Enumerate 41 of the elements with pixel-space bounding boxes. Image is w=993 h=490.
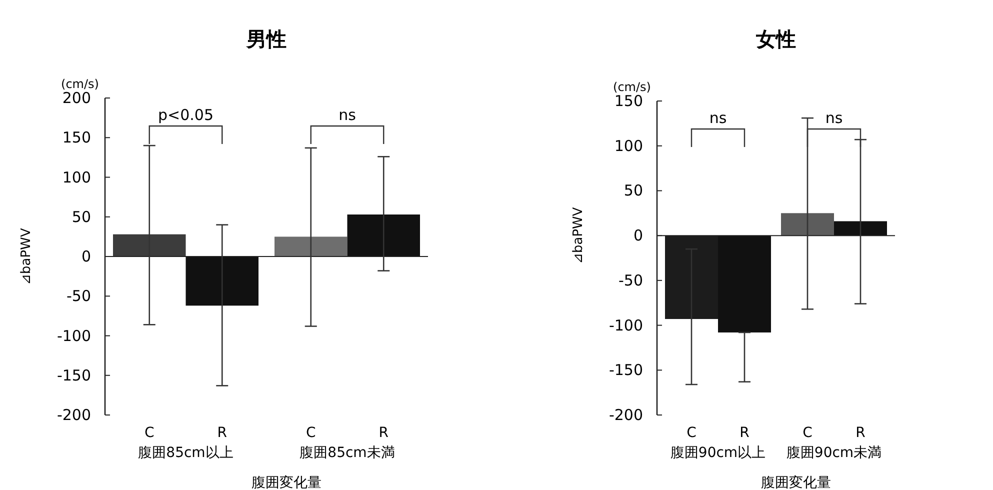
- y-tick-label: -50: [66, 287, 91, 306]
- y-tick-label: 0: [81, 248, 91, 266]
- y-tick-label: 0: [633, 226, 643, 245]
- y-tick-label: -150: [56, 366, 91, 384]
- x-tick-label: C: [306, 425, 316, 441]
- x-tick-label: R: [856, 425, 866, 441]
- annotation: p<0.05: [158, 106, 214, 124]
- x-tick-label: C: [686, 425, 697, 441]
- y-tick-label: -200: [56, 406, 91, 424]
- x-tick-label: C: [802, 425, 813, 441]
- annotation: ns: [338, 106, 356, 124]
- text: (cm/s): [613, 80, 651, 94]
- text: 腹囲85cm未満: [300, 445, 395, 461]
- y-tick-label: 150: [62, 128, 91, 147]
- y-axis-title: ⊿baPWV: [571, 207, 586, 264]
- x-axis-title: 腹囲変化量: [761, 475, 831, 490]
- y-tick-label: 100: [62, 168, 91, 186]
- y-tick-label: -100: [56, 326, 91, 345]
- y-tick-label: 100: [614, 136, 643, 155]
- text: 腹囲85cm以上: [138, 445, 234, 461]
- x-tick-label: R: [217, 425, 228, 441]
- text: 腹囲90cm未満: [786, 445, 882, 461]
- y-tick-label: 150: [614, 92, 643, 110]
- x-axis-title: 腹囲変化量: [252, 475, 322, 490]
- y-tick-label: -50: [618, 271, 643, 290]
- y-axis-title: ⊿baPWV: [19, 228, 34, 285]
- x-tick-label: R: [740, 425, 750, 441]
- y-tick-label: -200: [608, 406, 643, 424]
- x-tick-label: R: [378, 425, 389, 441]
- text: (cm/s): [61, 77, 99, 91]
- annotation: ns: [825, 109, 843, 127]
- annotation: ns: [709, 109, 727, 127]
- y-tick-label: 50: [72, 208, 91, 226]
- y-tick-label: -150: [608, 361, 643, 380]
- chart-title: 女性: [755, 27, 796, 51]
- y-tick-label: 200: [62, 89, 91, 107]
- y-tick-label: -100: [608, 316, 643, 334]
- x-tick-label: C: [144, 425, 154, 441]
- text: 腹囲90cm以上: [670, 445, 766, 461]
- chart-title: 男性: [246, 27, 286, 51]
- y-tick-label: 50: [624, 182, 643, 200]
